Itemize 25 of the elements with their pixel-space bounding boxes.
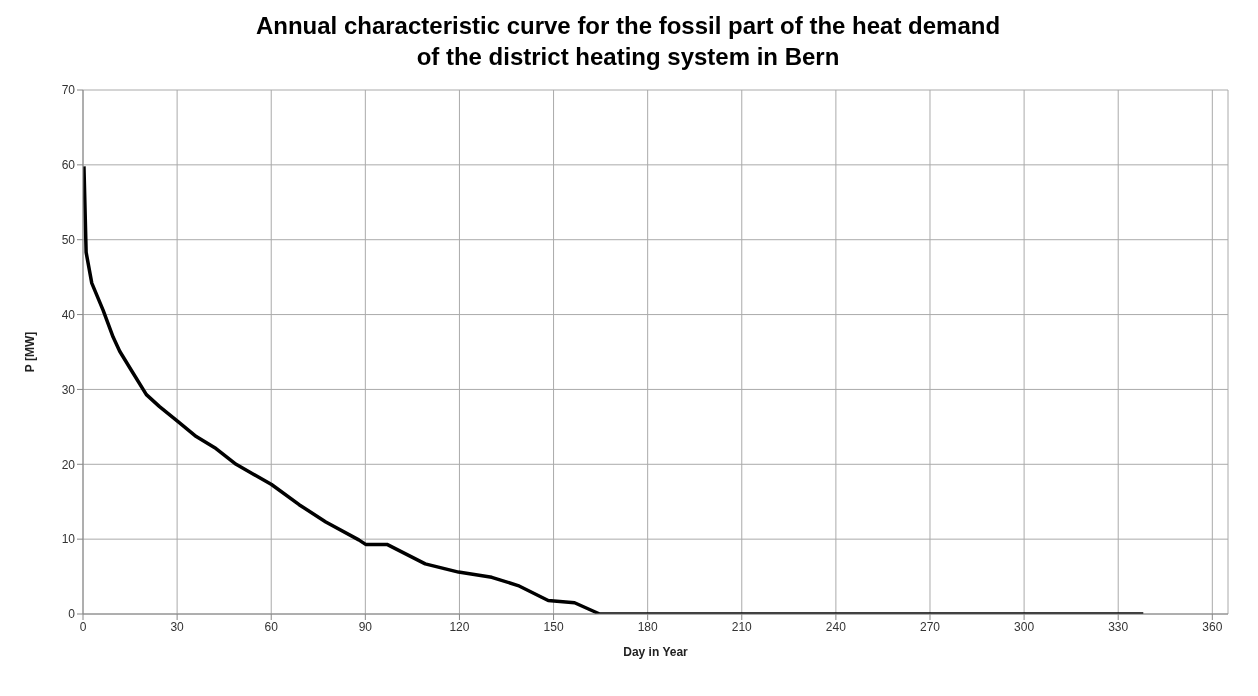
y-tick-label: 0 xyxy=(68,607,76,622)
x-tick-label: 300 xyxy=(1014,619,1035,634)
x-tick-label: 120 xyxy=(449,619,470,634)
y-tick-label: 10 xyxy=(61,532,76,547)
x-axis-title: Day in Year xyxy=(623,645,689,659)
y-tick-label: 50 xyxy=(61,232,76,247)
x-tick-label: 240 xyxy=(825,619,847,634)
y-tick-label: 60 xyxy=(61,158,76,173)
y-tick-label: 70 xyxy=(61,83,76,98)
y-tick-label: 20 xyxy=(61,457,76,472)
y-tick-label: 40 xyxy=(61,307,76,322)
chart-title: Annual characteristic curve for the fossil part of the heat demand of the district heating system in Bern xyxy=(254,11,1002,72)
x-tick-label: 30 xyxy=(170,619,185,634)
x-tick-label: 270 xyxy=(919,619,941,634)
x-tick-label: 0 xyxy=(79,619,87,634)
y-axis-title: P [MW] xyxy=(23,331,38,373)
x-tick-label: 150 xyxy=(543,619,564,634)
x-tick-label: 60 xyxy=(264,619,279,634)
x-tick-label: 180 xyxy=(637,619,658,634)
x-tick-label: 360 xyxy=(1202,619,1223,634)
line-series xyxy=(83,164,1146,614)
x-tick-label: 90 xyxy=(358,619,373,634)
x-tick-label: 210 xyxy=(731,619,753,634)
y-tick-label: 30 xyxy=(61,382,76,397)
x-tick-label: 330 xyxy=(1108,619,1129,634)
